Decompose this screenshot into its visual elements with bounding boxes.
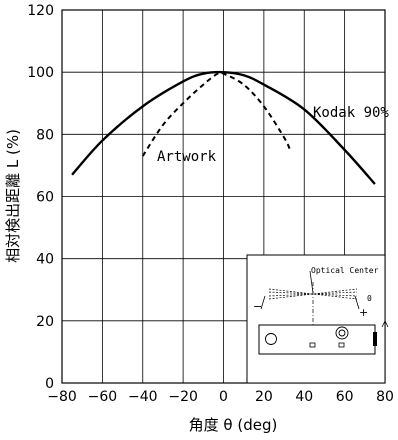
x-tick-label: 40 — [295, 389, 313, 405]
series-line-kodak — [71, 70, 376, 185]
connector-icon — [373, 332, 377, 346]
grid — [62, 10, 385, 383]
indicator-led-icon — [309, 342, 316, 348]
direction-arrow-icon — [381, 320, 389, 347]
mount-hole-icon — [265, 333, 277, 345]
x-tick-label: −80 — [47, 389, 77, 405]
series-label-artwork: Artwork — [157, 149, 217, 165]
inset-frame — [246, 254, 386, 384]
y-tick-label: 120 — [27, 3, 54, 19]
plot-frame — [61, 9, 386, 384]
optical-center-label: Optical Center — [311, 266, 379, 275]
x-tick-label: 0 — [219, 389, 228, 405]
minus-arrow-icon — [260, 295, 266, 310]
tick-labels: −80 −60 −40 −20 0 20 40 60 80 0 20 40 60 80 100 120 — [27, 3, 394, 405]
series-group — [71, 70, 376, 185]
x-tick-label: −60 — [88, 389, 118, 405]
sensor-inset: Optical Center − + 0 — [246, 254, 389, 384]
y-tick-label: 20 — [36, 314, 54, 330]
y-tick-label: 0 — [45, 376, 54, 392]
sensor-body — [258, 324, 376, 355]
zero-mark: 0 — [367, 294, 372, 303]
y-axis-title: 相対検出距離 L (%) — [4, 129, 22, 263]
plus-sign: + — [359, 306, 368, 319]
x-tick-label: 60 — [336, 389, 354, 405]
x-tick-label: 80 — [376, 389, 394, 405]
y-tick-label: 100 — [27, 65, 54, 81]
x-axis-title: 角度 θ (deg) — [189, 416, 278, 434]
minus-sign: − — [253, 300, 262, 313]
x-tick-label: −20 — [168, 389, 198, 405]
optical-center-leader — [309, 270, 314, 294]
series-line-artwork — [141, 71, 292, 157]
y-tick-label: 40 — [36, 252, 54, 268]
x-tick-label: 20 — [255, 389, 273, 405]
lens-outer-icon — [335, 326, 349, 340]
plus-arrow-icon — [354, 295, 360, 310]
series-label-kodak: Kodak 90% — [313, 105, 389, 121]
indicator-led-icon-2 — [338, 342, 345, 348]
x-tick-label: −40 — [128, 389, 158, 405]
lens-inner-icon — [338, 329, 346, 337]
y-tick-label: 80 — [36, 127, 54, 143]
beam-fan — [268, 288, 358, 300]
y-tick-label: 60 — [36, 190, 54, 206]
